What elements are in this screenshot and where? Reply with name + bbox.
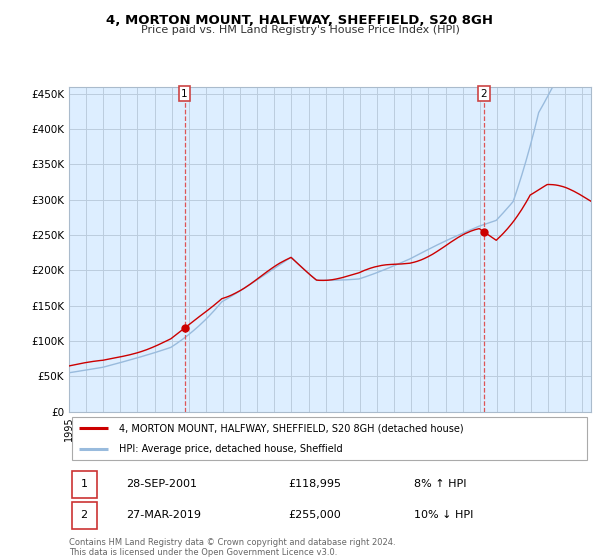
Text: 2: 2 — [481, 89, 487, 99]
Text: 27-MAR-2019: 27-MAR-2019 — [127, 510, 202, 520]
Text: Price paid vs. HM Land Registry's House Price Index (HPI): Price paid vs. HM Land Registry's House … — [140, 25, 460, 35]
Text: HPI: Average price, detached house, Sheffield: HPI: Average price, detached house, Shef… — [119, 445, 342, 455]
FancyBboxPatch shape — [71, 471, 97, 498]
FancyBboxPatch shape — [71, 417, 587, 460]
Text: 8% ↑ HPI: 8% ↑ HPI — [413, 479, 466, 489]
Text: 4, MORTON MOUNT, HALFWAY, SHEFFIELD, S20 8GH (detached house): 4, MORTON MOUNT, HALFWAY, SHEFFIELD, S20… — [119, 423, 463, 433]
Text: Contains HM Land Registry data © Crown copyright and database right 2024.
This d: Contains HM Land Registry data © Crown c… — [69, 538, 395, 557]
Text: 1: 1 — [80, 479, 88, 489]
Text: 28-SEP-2001: 28-SEP-2001 — [127, 479, 197, 489]
Text: 2: 2 — [80, 510, 88, 520]
Text: £255,000: £255,000 — [288, 510, 341, 520]
Text: 4, MORTON MOUNT, HALFWAY, SHEFFIELD, S20 8GH: 4, MORTON MOUNT, HALFWAY, SHEFFIELD, S20… — [107, 14, 493, 27]
FancyBboxPatch shape — [71, 502, 97, 529]
Text: 1: 1 — [181, 89, 188, 99]
Text: £118,995: £118,995 — [288, 479, 341, 489]
Text: 10% ↓ HPI: 10% ↓ HPI — [413, 510, 473, 520]
